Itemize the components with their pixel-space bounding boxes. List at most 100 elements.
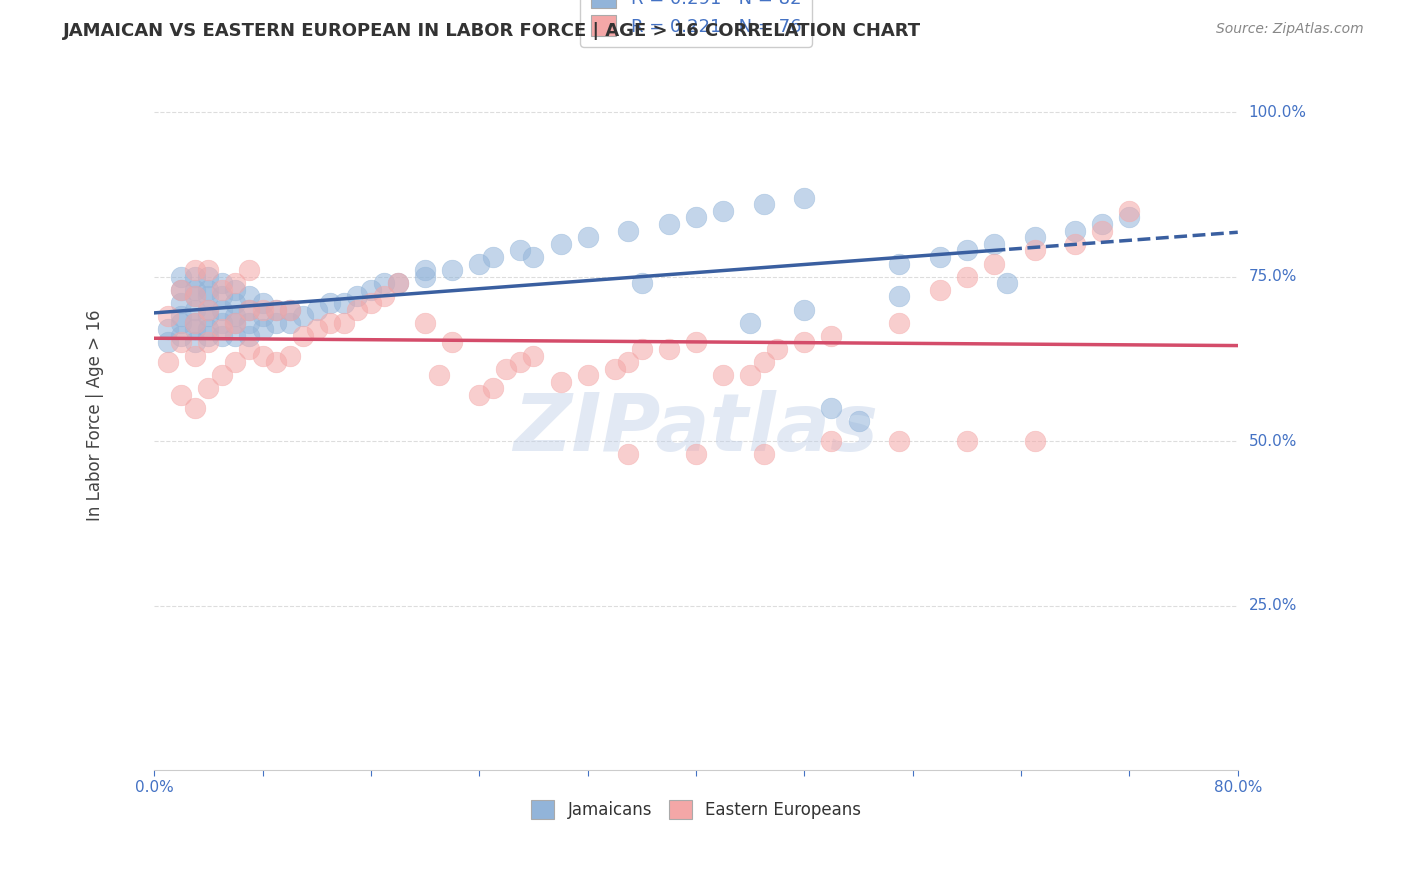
Point [211,322,233,336]
Point [766,342,789,356]
Point [211,316,233,330]
Point [238,289,260,303]
Point [441,335,464,350]
Point [264,302,287,317]
Point [184,401,207,416]
Point [360,283,382,297]
Point [413,263,436,277]
Point [346,289,368,303]
Point [252,309,274,323]
Point [711,203,734,218]
Point [170,296,193,310]
Point [197,309,219,323]
Point [197,263,219,277]
Point [252,296,274,310]
Point [617,355,640,369]
Point [224,283,246,297]
Point [333,296,356,310]
Point [184,283,207,297]
Point [522,250,544,264]
Point [238,302,260,317]
Point [820,329,842,343]
Point [184,316,207,330]
Point [603,361,626,376]
Point [252,349,274,363]
Point [278,316,301,330]
Point [482,250,505,264]
Point [211,302,233,317]
Text: JAMAICAN VS EASTERN EUROPEAN IN LABOR FORCE | AGE > 16 CORRELATION CHART: JAMAICAN VS EASTERN EUROPEAN IN LABOR FO… [63,22,921,40]
Point [197,322,219,336]
Point [278,302,301,317]
Point [238,316,260,330]
Point [197,302,219,317]
Point [333,316,356,330]
Point [197,382,219,396]
Point [170,335,193,350]
Point [184,322,207,336]
Point [305,322,328,336]
Point [495,361,517,376]
Point [617,224,640,238]
Point [468,256,491,270]
Point [509,355,531,369]
Point [441,263,464,277]
Point [224,355,246,369]
Point [509,244,531,258]
Point [211,368,233,383]
Point [983,256,1005,270]
Point [184,335,207,350]
Point [278,349,301,363]
Point [170,269,193,284]
Point [305,302,328,317]
Point [211,283,233,297]
Point [319,296,342,310]
Point [740,316,762,330]
Point [224,316,246,330]
Point [956,244,979,258]
Point [1091,217,1114,231]
Point [752,197,775,211]
Point [1024,230,1046,244]
Point [211,277,233,291]
Point [197,269,219,284]
Point [264,316,287,330]
Point [238,263,260,277]
Point [576,368,599,383]
Point [522,349,544,363]
Point [156,309,179,323]
Point [427,368,450,383]
Point [928,283,950,297]
Point [170,283,193,297]
Point [889,289,911,303]
Point [211,329,233,343]
Point [184,316,207,330]
Point [576,230,599,244]
Point [360,296,382,310]
Point [170,309,193,323]
Point [630,342,652,356]
Point [170,316,193,330]
Point [1118,203,1140,218]
Point [224,316,246,330]
Point [238,302,260,317]
Point [711,368,734,383]
Point [658,342,681,356]
Point [630,277,652,291]
Point [224,277,246,291]
Point [170,388,193,402]
Point [184,269,207,284]
Point [468,388,491,402]
Text: In Labor Force | Age > 16: In Labor Force | Age > 16 [86,309,104,521]
Point [413,269,436,284]
Point [889,434,911,449]
Text: 75.0%: 75.0% [1249,269,1296,285]
Point [685,335,707,350]
Text: 25.0%: 25.0% [1249,598,1296,613]
Point [252,302,274,317]
Point [793,335,815,350]
Point [292,309,315,323]
Point [252,322,274,336]
Point [224,329,246,343]
Point [793,191,815,205]
